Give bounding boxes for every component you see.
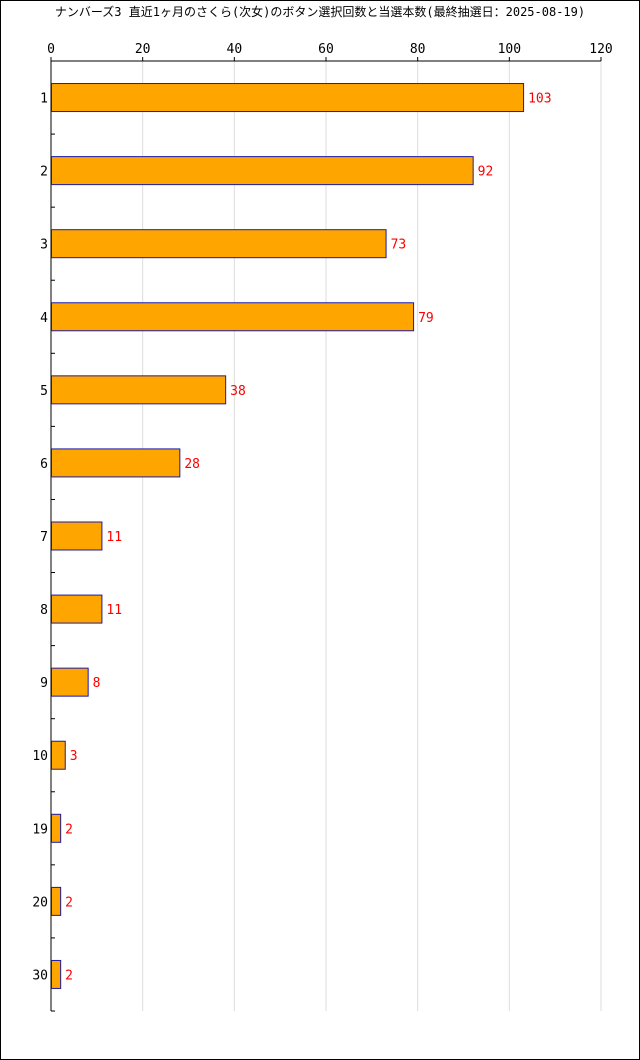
bar-8 (51, 594, 103, 624)
value-label: 11 (106, 530, 122, 545)
axes: 0 20 40 60 80 100 120 1 2 3 4 5 6 7 8 9 10 19 20 30 (32, 42, 613, 1012)
chart-title: ナンバーズ3 直近1ヶ月のさくら(次女)のボタン選択回数と当選本数(最終抽選日：… (54, 5, 586, 19)
y-category-label: 6 (40, 457, 48, 472)
bar-6 (51, 448, 181, 478)
x-tick-label: 0 (47, 42, 55, 57)
bar-7 (51, 521, 103, 551)
value-label: 28 (184, 457, 200, 472)
bar-9 (51, 667, 89, 697)
value-label: 2 (65, 895, 73, 910)
y-category-label: 30 (32, 968, 48, 983)
bar-20 (51, 886, 62, 916)
bar-4 (51, 302, 415, 332)
y-category-label: 7 (40, 530, 48, 545)
value-label: 73 (391, 238, 407, 253)
bar-5 (51, 375, 227, 405)
value-label: 3 (70, 749, 78, 764)
x-tick-label: 40 (227, 42, 243, 57)
x-tick-label: 80 (410, 42, 426, 57)
bar-3 (51, 229, 387, 259)
value-label: 92 (478, 165, 494, 180)
value-label: 38 (230, 384, 246, 399)
x-tick-label: 100 (498, 42, 521, 57)
value-label: 8 (93, 676, 101, 691)
value-label: 103 (528, 92, 551, 107)
y-category-label: 20 (32, 895, 48, 910)
grid-lines (142, 61, 602, 1011)
bar-30 (51, 959, 62, 989)
y-category-label: 19 (32, 822, 48, 837)
x-tick-label: 60 (318, 42, 334, 57)
value-label: 11 (106, 603, 122, 618)
y-category-label: 10 (32, 749, 48, 764)
bar-19 (51, 813, 62, 843)
bar-10 (51, 740, 66, 770)
y-category-label: 8 (40, 603, 48, 618)
bar-2 (51, 156, 474, 186)
y-category-label: 5 (40, 384, 48, 399)
value-label: 2 (65, 968, 73, 983)
y-category-label: 1 (40, 92, 48, 107)
y-category-label: 4 (40, 311, 48, 326)
value-label: 2 (65, 822, 73, 837)
data-labels: 103 92 73 79 38 28 11 11 8 3 2 2 2 (65, 92, 551, 984)
y-category-label: 2 (40, 165, 48, 180)
y-category-label: 3 (40, 238, 48, 253)
x-tick-label: 20 (135, 42, 151, 57)
bar-1 (51, 83, 525, 113)
x-tick-label: 120 (589, 42, 612, 57)
value-label: 79 (418, 311, 434, 326)
bars (51, 83, 525, 989)
y-category-label: 9 (40, 676, 48, 691)
